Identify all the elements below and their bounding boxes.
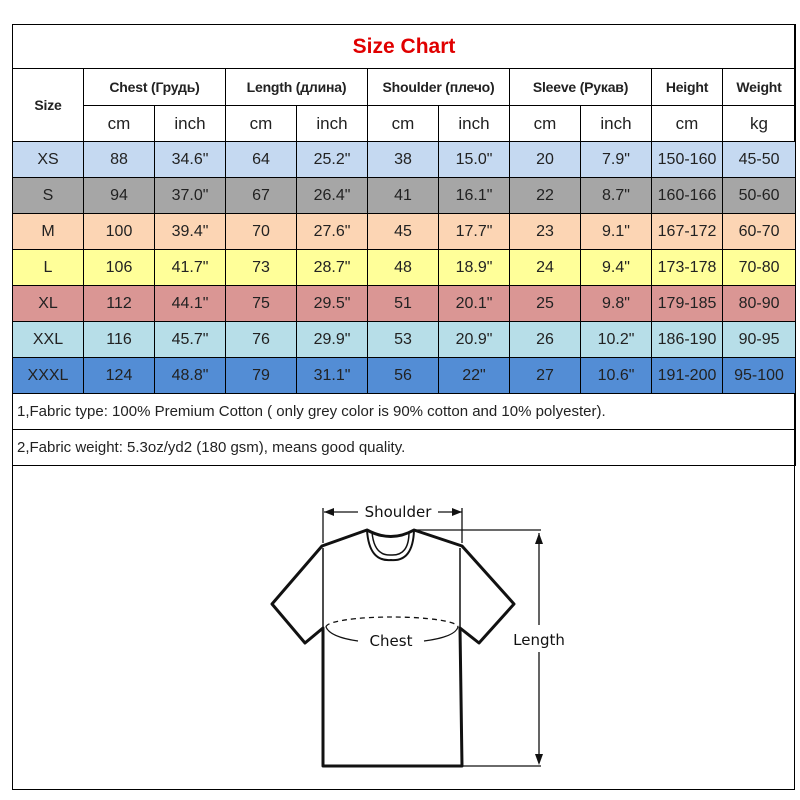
size-cell: XXXL: [12, 357, 84, 394]
value-cell: 23: [509, 213, 581, 250]
value-cell: 37.0": [154, 177, 226, 214]
arrow-up-icon: [535, 533, 543, 544]
value-cell: 38: [367, 141, 439, 178]
value-cell: 41.7": [154, 249, 226, 286]
value-cell: 41: [367, 177, 439, 214]
value-cell: 116: [83, 321, 155, 358]
value-cell: 60-70: [721, 213, 797, 250]
value-cell: 22: [509, 177, 581, 214]
size-cell: XS: [12, 141, 84, 178]
unit-header: cm: [367, 105, 439, 142]
value-cell: 90-95: [721, 321, 797, 358]
value-cell: 45.7": [154, 321, 226, 358]
sleeve-header: Sleeve (Рукав): [509, 68, 652, 106]
value-cell: 20: [509, 141, 581, 178]
tshirt-outline: [270, 528, 516, 768]
value-cell: 17.7": [438, 213, 510, 250]
arrow-right-icon: [452, 508, 462, 516]
value-cell: 22": [438, 357, 510, 394]
arrow-down-icon: [535, 754, 543, 765]
value-cell: 44.1": [154, 285, 226, 322]
size-header: Size: [12, 68, 84, 142]
value-cell: 70-80: [721, 249, 797, 286]
value-cell: 191-200: [651, 357, 723, 394]
size-row-s: S 94 37.0" 67 26.4" 41 16.1" 22 8.7" 160-166 50-60: [12, 177, 797, 214]
unit-header: cm: [225, 105, 297, 142]
value-cell: 25.2": [296, 141, 368, 178]
unit-header: inch: [438, 105, 510, 142]
value-cell: 39.4": [154, 213, 226, 250]
value-cell: 173-178: [651, 249, 723, 286]
unit-header: cm: [509, 105, 581, 142]
tshirt-collar-inner: [371, 531, 410, 556]
length-label: Length: [513, 631, 565, 649]
value-cell: 34.6": [154, 141, 226, 178]
size-row-xxl: XXL 116 45.7" 76 29.9" 53 20.9" 26 10.2" 186-190 9…: [12, 321, 797, 358]
size-row-xxxl: XXXL 124 48.8" 79 31.1" 56 22" 27 10.6" 191-200 95…: [12, 357, 797, 394]
value-cell: 7.9": [580, 141, 652, 178]
value-cell: 45-50: [721, 141, 797, 178]
value-cell: 8.7": [580, 177, 652, 214]
unit-header: inch: [154, 105, 226, 142]
tshirt-collar: [366, 529, 415, 562]
value-cell: 24: [509, 249, 581, 286]
value-cell: 76: [225, 321, 297, 358]
value-cell: 51: [367, 285, 439, 322]
value-cell: 25: [509, 285, 581, 322]
value-cell: 167-172: [651, 213, 723, 250]
value-cell: 29.5": [296, 285, 368, 322]
value-cell: 20.9": [438, 321, 510, 358]
value-cell: 56: [367, 357, 439, 394]
value-cell: 27: [509, 357, 581, 394]
unit-header: kg: [721, 105, 797, 142]
arrow-left-icon: [324, 508, 334, 516]
size-chart-table: Size Chart Size Chest (Грудь) Length (дл…: [11, 24, 797, 466]
chest-measure-line: [325, 616, 459, 628]
shoulder-label: Shoulder: [365, 503, 433, 521]
value-cell: 18.9": [438, 249, 510, 286]
value-cell: 26: [509, 321, 581, 358]
value-cell: 28.7": [296, 249, 368, 286]
size-cell: XL: [12, 285, 84, 322]
value-cell: 70: [225, 213, 297, 250]
value-cell: 150-160: [651, 141, 723, 178]
fabric-note: 2,Fabric weight: 5.3oz/yd2 (180 gsm), me…: [11, 429, 797, 466]
unit-header: cm: [83, 105, 155, 142]
chest-label: Chest: [370, 632, 413, 650]
size-row-xl: XL 112 44.1" 75 29.5" 51 20.1" 25 9.8" 179-185 80-…: [12, 285, 797, 322]
value-cell: 64: [225, 141, 297, 178]
value-cell: 160-166: [651, 177, 723, 214]
value-cell: 48: [367, 249, 439, 286]
value-cell: 124: [83, 357, 155, 394]
value-cell: 9.8": [580, 285, 652, 322]
value-cell: 179-185: [651, 285, 723, 322]
value-cell: 106: [83, 249, 155, 286]
value-cell: 10.6": [580, 357, 652, 394]
value-cell: 80-90: [721, 285, 797, 322]
length-header: Length (длина): [225, 68, 368, 106]
value-cell: 95-100: [721, 357, 797, 394]
fabric-note: 1,Fabric type: 100% Premium Cotton ( onl…: [11, 393, 797, 430]
value-cell: 112: [83, 285, 155, 322]
value-cell: 15.0": [438, 141, 510, 178]
value-cell: 10.2": [580, 321, 652, 358]
chest-measure-front: [325, 626, 459, 642]
weight-header: Weight: [721, 68, 797, 106]
